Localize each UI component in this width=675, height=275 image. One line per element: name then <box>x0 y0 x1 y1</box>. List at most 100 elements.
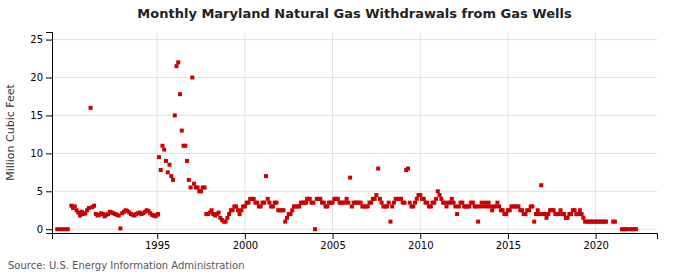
y-tick-mark <box>46 78 52 79</box>
y-tick-mark <box>46 153 52 154</box>
point <box>390 204 394 208</box>
point <box>89 106 93 110</box>
y-tick: 0 <box>37 224 52 235</box>
point <box>536 208 540 212</box>
point <box>485 204 489 208</box>
point <box>225 216 229 220</box>
point <box>176 60 180 64</box>
point <box>246 201 250 205</box>
grid <box>52 32 657 233</box>
point <box>336 197 340 201</box>
x-tick: 2010 <box>408 233 433 251</box>
point <box>422 197 426 201</box>
point <box>318 197 322 201</box>
point <box>118 226 122 230</box>
grid-line-y <box>52 39 657 40</box>
x-tick: 2015 <box>496 233 521 251</box>
point <box>471 201 475 205</box>
point <box>448 201 452 205</box>
point <box>373 197 377 201</box>
grid-line-x <box>157 32 158 233</box>
y-tick: 5 <box>37 186 52 197</box>
point <box>530 204 534 208</box>
grid-line-y <box>52 229 657 230</box>
y-tick-mark <box>46 40 52 41</box>
grid-line-x <box>420 32 421 233</box>
point <box>199 189 203 193</box>
point <box>429 204 433 208</box>
point <box>481 204 485 208</box>
point <box>527 208 531 212</box>
point <box>345 197 349 201</box>
point <box>411 204 415 208</box>
point <box>217 211 221 215</box>
grid-line-y <box>52 191 657 192</box>
point <box>438 193 442 197</box>
point <box>478 204 482 208</box>
point <box>346 201 350 205</box>
x-tick: 2020 <box>583 233 608 251</box>
point <box>634 227 638 231</box>
point <box>183 144 187 148</box>
point <box>625 227 629 231</box>
point <box>545 216 549 220</box>
point <box>539 183 543 187</box>
point <box>418 193 422 197</box>
point <box>569 212 573 216</box>
point <box>408 201 412 205</box>
point <box>325 204 329 208</box>
point <box>439 197 443 201</box>
x-tick-mark <box>508 233 509 239</box>
point <box>255 201 259 205</box>
point <box>457 204 461 208</box>
title: Monthly Maryland Natural Gas Withdrawals… <box>137 6 572 21</box>
point <box>476 220 480 224</box>
point <box>450 197 454 201</box>
y-tick-mark <box>46 191 52 192</box>
point <box>443 201 447 205</box>
point <box>175 64 179 68</box>
point <box>259 204 263 208</box>
point <box>59 227 63 231</box>
point <box>376 167 380 171</box>
point <box>285 216 289 220</box>
point <box>480 201 484 205</box>
x-axis: 199520002005201020152020 <box>53 233 658 251</box>
x-tick-mark <box>157 233 158 239</box>
point <box>262 201 266 205</box>
point <box>267 201 271 205</box>
point <box>483 201 487 205</box>
point <box>576 212 580 216</box>
y-tick-label: 15 <box>30 110 43 121</box>
plot-area: 1995200020052010201520200510152025 <box>30 32 657 251</box>
point <box>366 204 370 208</box>
point <box>73 204 77 208</box>
x-tick-mark <box>420 233 421 239</box>
point <box>171 178 175 182</box>
point <box>460 201 464 205</box>
point <box>487 201 491 205</box>
y-tick: 15 <box>30 110 52 121</box>
point <box>613 220 617 224</box>
point <box>488 204 492 208</box>
point <box>392 201 396 205</box>
point <box>532 220 536 224</box>
point <box>313 227 317 231</box>
chart-svg: 1995200020052010201520200510152025Monthl… <box>0 0 675 275</box>
point <box>552 208 556 212</box>
point <box>523 212 527 216</box>
point <box>578 208 582 212</box>
point <box>87 206 91 210</box>
point <box>490 208 494 212</box>
point <box>155 213 159 217</box>
y-tick-label: 20 <box>30 72 43 83</box>
point <box>508 208 512 212</box>
point <box>474 204 478 208</box>
point <box>387 201 391 205</box>
point <box>402 201 406 205</box>
point <box>304 201 308 205</box>
point <box>494 204 498 208</box>
point <box>406 167 410 171</box>
point <box>543 212 547 216</box>
point <box>157 155 161 159</box>
